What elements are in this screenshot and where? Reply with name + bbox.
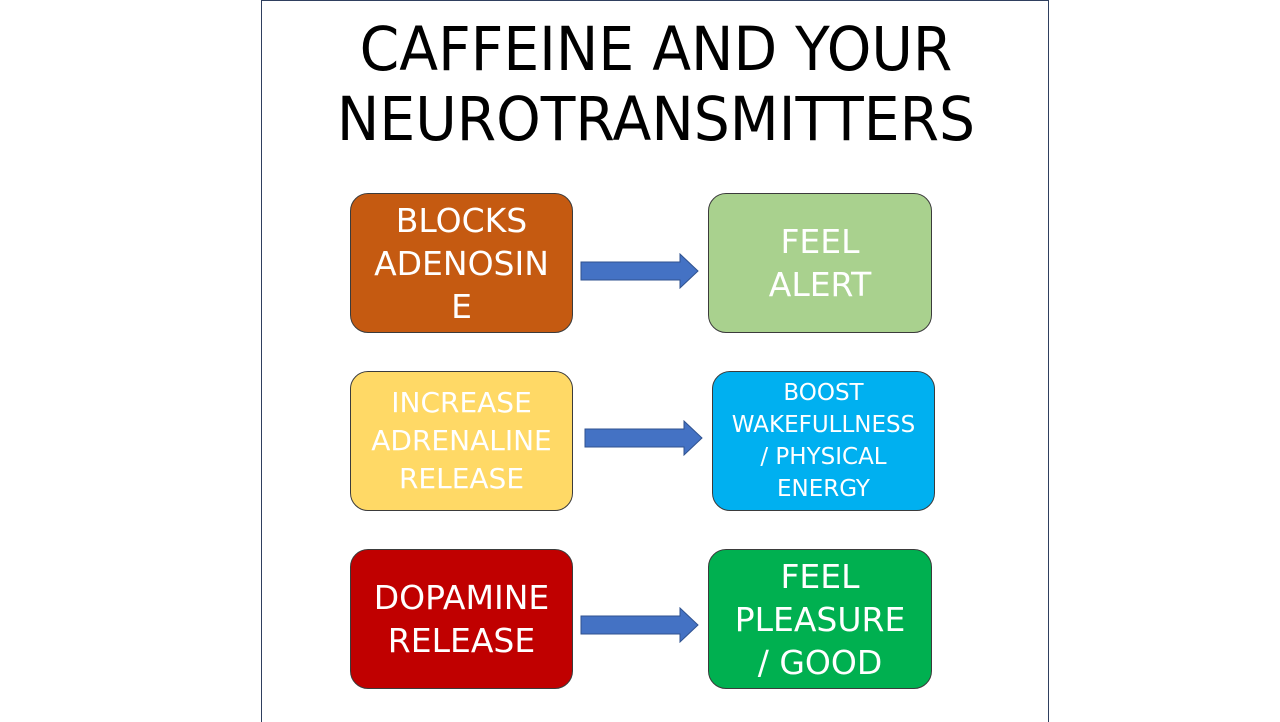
- effect-box-feel-pleasure: FEEL PLEASURE / GOOD: [708, 549, 932, 689]
- effect-box-feel-alert: FEEL ALERT: [708, 193, 932, 333]
- cause-label: BLOCKS ADENOSIN E: [374, 200, 549, 326]
- arrow-right-icon: [580, 253, 699, 289]
- cause-label: INCREASE ADRENALINE RELEASE: [371, 386, 552, 495]
- title-line-1: CAFFEINE AND YOUR: [359, 14, 953, 85]
- arrow-right-icon: [584, 420, 703, 456]
- cause-label: DOPAMINE RELEASE: [373, 578, 550, 660]
- effect-box-boost-wakefullness: BOOST WAKEFULLNESS / PHYSICAL ENERGY: [712, 371, 935, 511]
- effect-label: BOOST WAKEFULLNESS / PHYSICAL ENERGY: [731, 380, 916, 502]
- title-line-2: NEUROTRANSMITTERS: [336, 84, 976, 155]
- effect-label: FEEL PLEASURE / GOOD: [734, 556, 906, 682]
- slide-title: CAFFEINE AND YOUR NEUROTRANSMITTERS: [290, 15, 1023, 155]
- cause-box-dopamine-release: DOPAMINE RELEASE: [350, 549, 573, 689]
- effect-label: FEEL ALERT: [768, 222, 872, 304]
- arrow-right-icon: [580, 607, 699, 643]
- cause-box-blocks-adenosine: BLOCKS ADENOSIN E: [350, 193, 573, 333]
- slide: CAFFEINE AND YOUR NEUROTRANSMITTERS BLOC…: [261, 0, 1049, 722]
- cause-box-increase-adrenaline: INCREASE ADRENALINE RELEASE: [350, 371, 573, 511]
